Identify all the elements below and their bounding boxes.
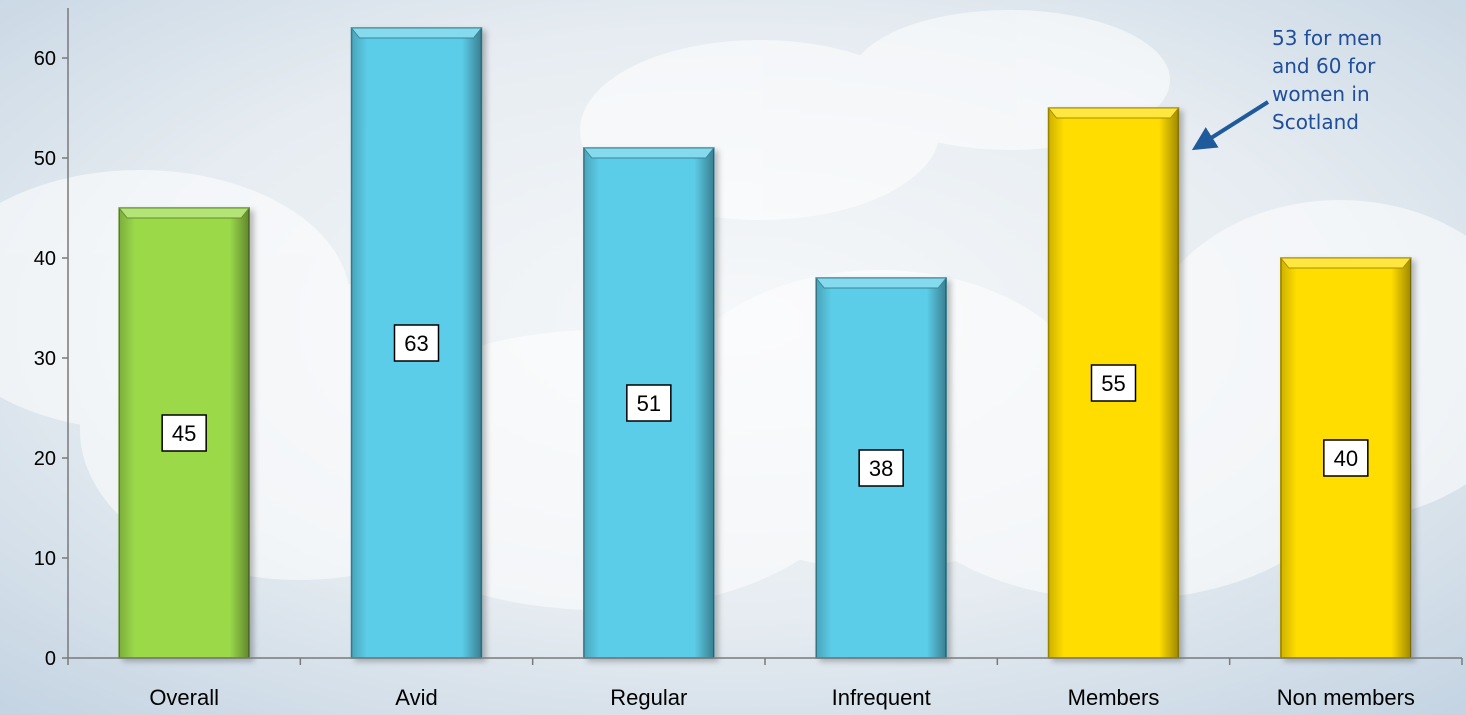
data-label: 63	[404, 331, 428, 356]
x-tick-label: Avid	[395, 685, 437, 710]
bar-overall	[118, 207, 251, 659]
data-label: 51	[637, 391, 661, 416]
data-label: 40	[1334, 446, 1358, 471]
x-tick-label: Overall	[149, 685, 219, 710]
annotation-line: Scotland	[1272, 110, 1359, 134]
y-tick-label: 60	[34, 48, 56, 70]
data-label-box	[161, 414, 207, 452]
annotation-line: 53 for men	[1272, 26, 1383, 50]
bar-members	[1047, 107, 1180, 659]
data-label: 38	[869, 456, 893, 481]
annotation-line: and 60 for	[1272, 54, 1376, 78]
y-tick-label: 30	[34, 348, 56, 370]
y-tick-label: 40	[34, 248, 56, 270]
x-tick-label: Non members	[1277, 685, 1415, 710]
x-tick-label: Infrequent	[832, 685, 931, 710]
data-label-box	[858, 449, 904, 487]
annotation-line: women in	[1272, 82, 1370, 106]
y-tick-label: 0	[45, 648, 56, 670]
data-label-box	[393, 324, 440, 362]
x-tick-label: Members	[1068, 685, 1160, 710]
x-tick-label: Regular	[610, 685, 687, 710]
data-label: 55	[1101, 371, 1125, 396]
y-tick-label: 10	[34, 548, 56, 570]
data-label-box	[626, 384, 672, 422]
data-label-box	[1090, 364, 1137, 402]
labels-layer: 45 Overall 63 Avid 51 Regular 38 Infrequent 55 Me…	[149, 324, 1415, 710]
data-label: 45	[172, 421, 196, 446]
annotation-text: 53 for men and 60 for women in Scotland	[1272, 24, 1452, 136]
data-label-box	[1323, 439, 1369, 477]
annotation-arrow	[1191, 100, 1270, 151]
axes-layer: 0 10 20 30 40 50 60	[34, 8, 1463, 670]
y-tick-label: 50	[34, 148, 56, 170]
y-tick-label: 20	[34, 448, 56, 470]
